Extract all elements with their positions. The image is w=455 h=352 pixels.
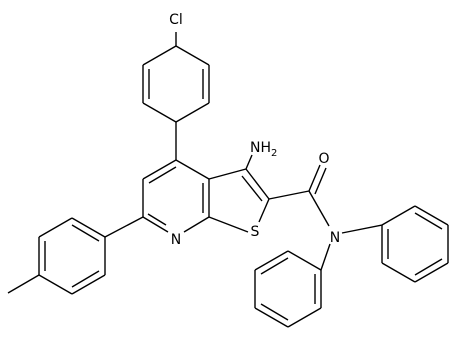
bond	[104, 216, 144, 238]
bond	[38, 274, 73, 295]
bond	[268, 190, 310, 200]
atom-label: S	[251, 224, 260, 240]
atom-label: N	[330, 230, 340, 246]
bond	[71, 217, 106, 238]
bond	[414, 205, 449, 226]
bond	[147, 213, 167, 226]
bond	[381, 262, 416, 283]
bond	[208, 168, 247, 180]
bond	[260, 257, 289, 275]
bond	[245, 154, 253, 170]
bond	[254, 250, 289, 271]
atom-label: O	[318, 151, 329, 167]
bond	[241, 175, 263, 202]
bond	[148, 166, 177, 184]
bond	[308, 190, 330, 227]
bond	[245, 168, 270, 200]
bond	[142, 102, 177, 123]
bond	[142, 159, 177, 180]
bond	[258, 198, 270, 223]
bond	[414, 262, 449, 283]
atom-subscript: 2	[271, 148, 277, 159]
bond	[71, 224, 100, 242]
bond	[260, 303, 289, 321]
atom-label: NH2	[250, 140, 277, 159]
bond	[314, 167, 327, 195]
bond	[71, 270, 100, 288]
bonds	[7, 32, 449, 328]
bond	[175, 45, 210, 66]
bond	[381, 205, 416, 226]
bond	[175, 159, 210, 180]
bond	[142, 216, 169, 233]
bond	[38, 217, 73, 238]
bond	[414, 212, 443, 230]
bond	[287, 307, 322, 328]
bond	[341, 224, 383, 234]
bond	[320, 243, 331, 271]
atom-labels: Cl NH2 O N N S	[169, 12, 340, 248]
bond	[254, 307, 289, 328]
bond	[142, 45, 177, 66]
bond	[175, 102, 210, 123]
atom-label: Cl	[169, 12, 183, 28]
bond	[183, 216, 210, 233]
atom-label: NH	[250, 140, 271, 156]
bond	[287, 250, 322, 271]
bond	[208, 216, 249, 233]
bond	[308, 164, 321, 192]
bond	[71, 274, 106, 295]
bond	[7, 274, 40, 294]
atom-label: N	[171, 232, 181, 248]
bond	[414, 258, 443, 276]
